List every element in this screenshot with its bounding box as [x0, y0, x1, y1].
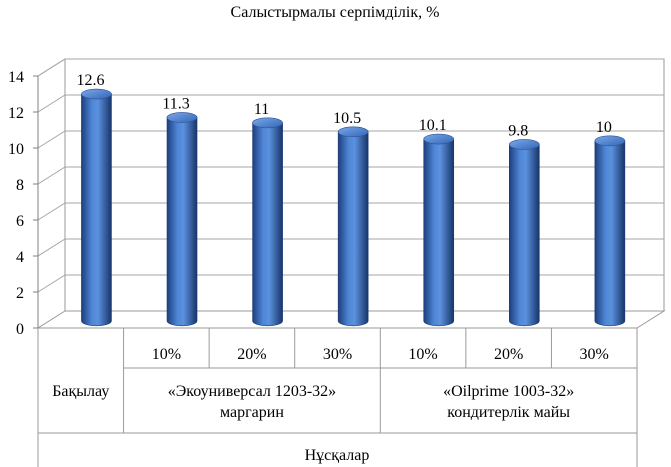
group-label: «Экоуниверсал 1203-32» [168, 383, 336, 400]
group-label: «Oilprime 1003-32» [443, 383, 574, 400]
bar-top [81, 88, 112, 100]
category-label: 10% [408, 346, 437, 363]
bar-top [252, 117, 283, 129]
y-tick-label: 0 [16, 321, 24, 338]
category-label: 20% [494, 346, 523, 363]
group-label: маргарин [220, 404, 284, 421]
chart-title: Салыстырмалы серпімділік, % [231, 4, 440, 21]
group-label: кондитерлік майы [447, 404, 570, 421]
bar [337, 126, 369, 327]
bar [252, 117, 283, 327]
gridline [37, 166, 664, 185]
category-label: 30% [580, 346, 609, 363]
data-labels: 12.6 11.3 11 10.5 10.1 9.8 10 [76, 72, 611, 139]
bar [81, 88, 112, 327]
bar-body [337, 131, 369, 327]
bar-top [337, 126, 369, 138]
bar-body [423, 138, 455, 327]
gridline [37, 58, 664, 77]
bar-body [594, 140, 626, 327]
y-tick-label: 14 [8, 69, 24, 86]
bar [594, 135, 626, 327]
gridline [37, 94, 664, 113]
bar-body [81, 93, 112, 327]
bar [423, 133, 455, 327]
bar-top [423, 133, 455, 145]
y-tick-label: 8 [16, 177, 24, 194]
gridline [37, 238, 664, 257]
data-label: 9.8 [508, 122, 528, 139]
y-tick-label: 12 [8, 105, 24, 122]
bar [509, 139, 540, 327]
bar-body [252, 122, 283, 327]
bar-body [166, 117, 198, 327]
y-tick-label: 4 [16, 249, 24, 266]
bar-top [166, 112, 198, 123]
category-label: 30% [323, 346, 352, 363]
data-label: 11 [254, 101, 269, 118]
gridlines [37, 58, 664, 293]
y-axis: 0 2 4 6 8 10 12 14 [8, 69, 39, 338]
x-axis-label: Нұсқалар [305, 447, 370, 464]
gridline [37, 130, 664, 149]
y-tick-label: 2 [16, 285, 24, 302]
bar-body [509, 144, 540, 327]
data-label: 10 [596, 119, 612, 136]
y-tick-label: 6 [16, 213, 24, 230]
gridline [37, 274, 664, 293]
data-label: 10.5 [333, 110, 361, 127]
bar-top [509, 139, 540, 150]
category-label: Бақылау [52, 383, 109, 400]
bars [81, 88, 626, 327]
y-tick-label: 10 [8, 141, 24, 158]
bar-top [594, 135, 626, 147]
data-label: 11.3 [162, 95, 189, 112]
x-axis-table: Бақылау 10% 20% 30% 10% 20% 30% «Экоуниверсал 1… [37, 328, 638, 467]
bar [166, 112, 198, 327]
data-label: 12.6 [76, 72, 104, 89]
category-label: 20% [237, 346, 266, 363]
data-label: 10.1 [419, 117, 447, 134]
category-label: 10% [152, 346, 181, 363]
gridline [37, 202, 664, 221]
